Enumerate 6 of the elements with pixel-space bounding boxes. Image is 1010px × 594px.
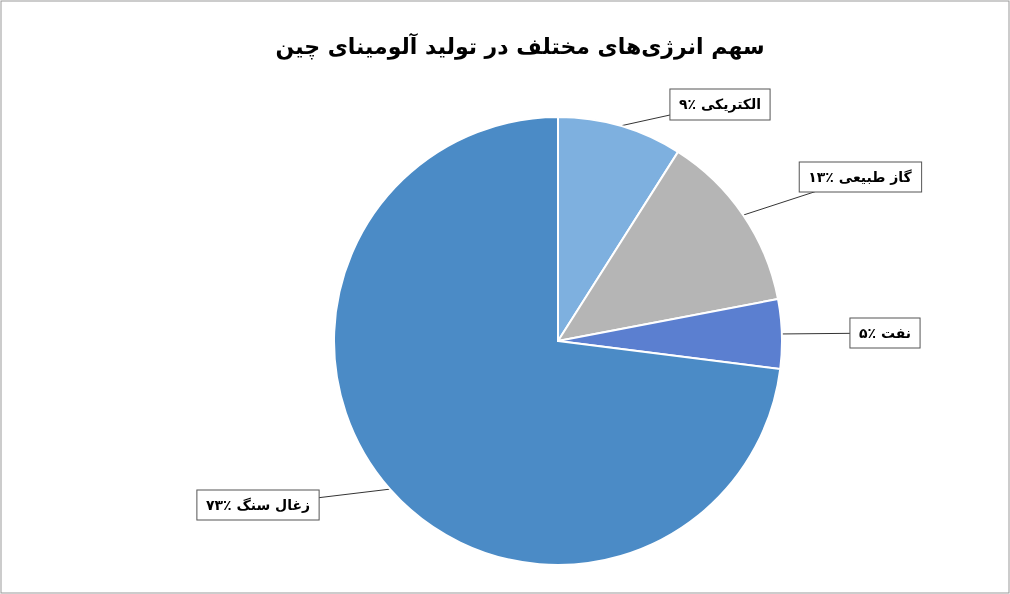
slice-label: زغال سنگ ٪۷۳ xyxy=(205,497,311,513)
slice-label: الکتریکی ٪۹ xyxy=(678,96,762,113)
pie-slice xyxy=(333,116,782,566)
chart-title: سهم انرژی‌های مختلف در تولید آلومینای چین xyxy=(275,32,765,60)
slice-label: گاز طبیعی ٪۱۳ xyxy=(808,169,913,185)
slice-label: نفت ٪۵ xyxy=(858,325,912,341)
